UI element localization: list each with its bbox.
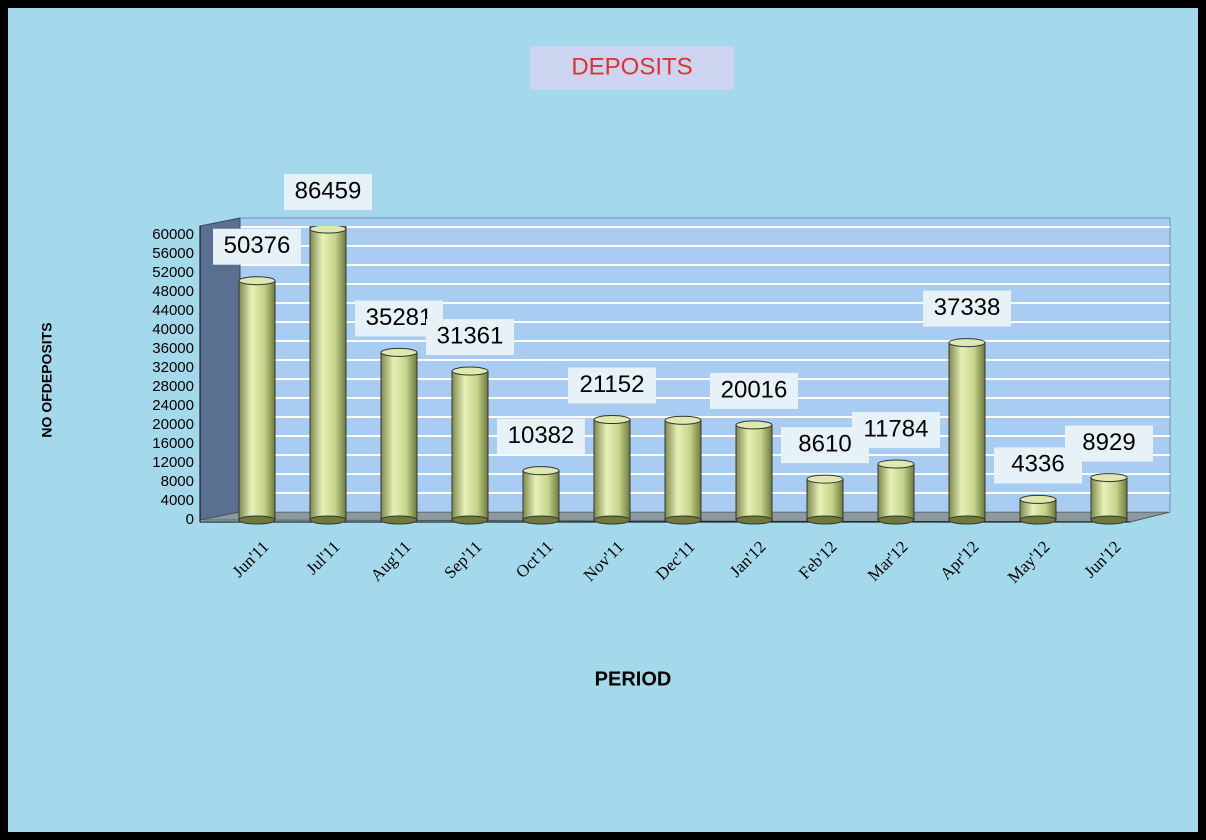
bar-cap — [806, 474, 844, 484]
bar-cap — [735, 420, 773, 430]
y-tick-label: 0 — [186, 511, 194, 528]
y-tick-label: 36000 — [152, 340, 194, 357]
bar — [451, 370, 489, 521]
data-label-text: 50376 — [224, 232, 291, 259]
y-tick-label: 12000 — [152, 454, 194, 471]
bar-base — [1090, 515, 1128, 525]
data-label: 37338 — [923, 290, 1011, 327]
bar — [522, 470, 560, 521]
chart-title: DEPOSITS — [571, 53, 692, 80]
data-label-text: 8929 — [1082, 429, 1135, 456]
data-label: 31361 — [426, 319, 514, 356]
y-tick-label: 16000 — [152, 435, 194, 452]
y-axis-title: NO OFDEPOSITS — [39, 322, 55, 437]
data-label-text: 35281 — [366, 304, 433, 331]
data-label-text: 20016 — [721, 376, 788, 403]
bar-cap — [1019, 494, 1057, 504]
data-label-text: 11784 — [864, 415, 929, 442]
data-label-text: 86459 — [295, 177, 362, 204]
bar-cap — [522, 466, 560, 476]
data-label: 8929 — [1065, 425, 1153, 462]
bar — [877, 463, 915, 521]
data-label-box — [497, 418, 585, 455]
y-tick-label: 44000 — [152, 302, 194, 319]
data-label-text: 31361 — [437, 322, 504, 349]
bar-cap — [451, 366, 489, 376]
bar-base — [735, 515, 773, 525]
data-label-box — [284, 174, 372, 210]
bar-base — [380, 515, 418, 525]
y-tick-label: 4000 — [161, 492, 194, 509]
bar-base — [806, 515, 844, 525]
data-label: 86459 — [284, 174, 372, 210]
bar-base — [238, 515, 276, 525]
data-label: 20016 — [710, 372, 798, 409]
data-label: 10382 — [497, 418, 585, 455]
bar-cap — [593, 415, 631, 425]
bar-base — [593, 515, 631, 525]
bar-cap — [238, 276, 276, 286]
data-label-text: 8610 — [798, 430, 851, 457]
y-tick-label: 52000 — [152, 264, 194, 281]
bar-cap — [948, 338, 986, 348]
y-tick-label: 20000 — [152, 416, 194, 433]
bar — [593, 419, 631, 521]
bar — [309, 226, 347, 521]
bar-cap — [1090, 473, 1128, 483]
bar-base — [522, 515, 560, 525]
bar — [948, 342, 986, 521]
bar-cap — [877, 459, 915, 469]
data-label-box — [852, 412, 940, 449]
bar-base — [877, 515, 915, 525]
bar — [735, 424, 773, 521]
y-tick-label: 60000 — [152, 226, 194, 243]
bar — [664, 419, 702, 521]
bar-base — [664, 515, 702, 525]
bar — [806, 478, 844, 521]
bar-base — [309, 515, 347, 525]
y-tick-label: 8000 — [161, 473, 194, 490]
bar-cap — [380, 347, 418, 357]
bar — [380, 351, 418, 521]
bar-base — [451, 515, 489, 525]
data-label-box — [1065, 425, 1153, 462]
data-label-box — [710, 372, 798, 409]
data-label: 21152 — [568, 367, 656, 404]
bars — [238, 226, 1128, 525]
y-tick-label: 56000 — [152, 245, 194, 262]
data-label-text: 4336 — [1011, 451, 1064, 478]
bar-base — [1019, 515, 1057, 525]
data-label-text: 37338 — [934, 294, 1001, 321]
y-tick-label: 28000 — [152, 378, 194, 395]
y-tick-label: 48000 — [152, 283, 194, 300]
data-label-box — [568, 367, 656, 404]
data-label-box — [923, 290, 1011, 327]
data-label: 11784 — [852, 412, 940, 449]
bar — [238, 280, 276, 521]
bar-base — [948, 515, 986, 525]
y-tick-label: 40000 — [152, 321, 194, 338]
data-label: 50376 — [213, 228, 301, 265]
y-tick-label: 32000 — [152, 359, 194, 376]
data-label-box — [426, 319, 514, 356]
data-label-text: 21152 — [580, 371, 645, 398]
bar — [1090, 477, 1128, 521]
x-axis-title: PERIOD — [595, 668, 672, 690]
data-label-text: 10382 — [508, 422, 575, 449]
y-tick-label: 24000 — [152, 397, 194, 414]
bar-cap — [664, 415, 702, 425]
data-label-box — [213, 228, 301, 265]
title-box — [530, 46, 734, 90]
bar-cap — [309, 226, 347, 234]
